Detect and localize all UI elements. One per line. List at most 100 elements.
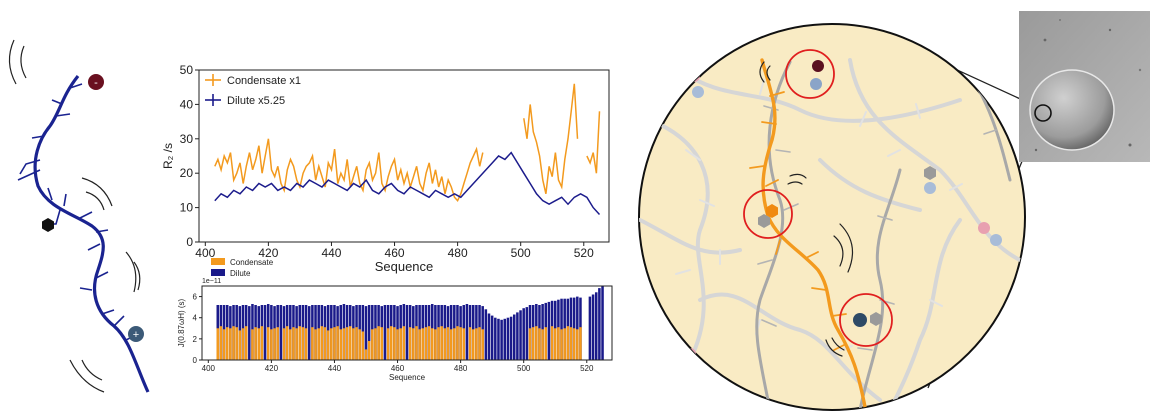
y-axis-label: R₂ /s [161,143,175,169]
condensate-bar [232,326,235,360]
y-tick-label: 0 [186,235,193,249]
x-tick-label: 440 [328,364,342,373]
condensate-bar [311,327,314,360]
condensate-bar [301,327,305,360]
condensate-bar [273,328,276,360]
dilute-bar [364,306,368,360]
condensate-arcs [759,61,854,357]
condensate-bar [443,328,447,360]
dilute-bar [248,306,251,360]
hexagon-marker [42,218,54,232]
micrograph-inset [1019,11,1150,162]
protein-chain-illustration: - + [8,39,150,393]
condensate-bar [254,327,257,360]
condensate-bar [402,326,406,360]
condensate-bar [430,328,434,360]
spectral-density-bar-chart: Condensate Dilute 400 420 440 460 480 500 520 0 2 4… [177,258,613,382]
chain-backbone [33,75,150,393]
dilute-bar [383,305,387,360]
x-tick-label: 440 [321,246,341,260]
condensate-bar [358,329,361,360]
x-tick-label: 460 [385,246,405,260]
x-tick-label: 500 [517,364,531,373]
condensate-bar [449,329,453,360]
dilute-bar [405,305,409,360]
dilute-bar [576,296,579,360]
dilute-bar [506,317,510,360]
condensate-bar [257,328,261,360]
condensate-bar [235,327,238,360]
condensate-bar [285,326,289,360]
condensate-bar [304,328,308,360]
condensate-bar [336,326,339,360]
orange-branches [749,91,847,351]
condensate-bar [468,327,472,360]
y-tick-label: 2 [193,335,198,344]
y-tick-label: 30 [180,132,194,146]
condensate-bar [342,328,346,360]
dilute-bar [307,306,311,360]
zoom-marker-circle [1034,104,1052,122]
condensate-bar [563,328,566,360]
y-tick-label: 40 [180,97,194,111]
y-tick-label: 0 [193,356,198,365]
y-tick-label: 20 [180,166,194,180]
condensate-bar [415,326,418,360]
condensate-bar [348,326,352,360]
condensate-bar [295,328,298,360]
condensate-bar [544,327,548,360]
dilute-bar [512,314,516,360]
negative-charge-marker [88,74,104,90]
condensate-bar [333,327,336,360]
condensate-bar [229,328,232,360]
dilute-bar [487,313,491,360]
condensate-bar [576,329,579,360]
condensate-bar [475,328,478,360]
condensate-bar [446,327,450,360]
condensate-bar [393,327,396,360]
series-line [586,111,601,174]
dilute-bar [588,296,592,360]
y-tick-label: 50 [180,63,194,77]
condensate-bar [531,327,535,360]
dilute-bar [465,304,469,360]
condensate-bar [462,328,466,360]
dilute-bar [497,318,500,360]
condensate-bar [538,328,541,360]
condensate-bar [320,326,324,360]
series-line [214,151,601,216]
condensate-bar [314,329,317,360]
legend-label: Dilute x5.25 [227,95,285,107]
x-axis-label: Sequence [375,259,434,274]
condensate-bar [427,326,431,360]
condensate-bar [298,326,302,360]
highlighted-orange-chain [760,58,868,410]
dilute-bar [494,317,497,360]
series-line [523,83,579,194]
positive-charge-sign: + [133,329,139,341]
y-axis-label: J(0.87ωH) (s) [177,298,186,347]
x-tick-label: 520 [580,364,594,373]
dilute-bar [519,310,522,360]
condensate-bar [330,328,333,360]
dilute-bar [522,308,525,360]
condensate-bar [270,329,273,360]
dilute-bar [516,312,519,360]
condensate-bar [579,327,582,360]
dilute-bar [525,307,529,360]
legend-label: Condensate x1 [227,75,301,87]
condensate-bar [412,328,415,360]
dilute-bar [509,316,513,360]
condensate-bar [292,327,295,360]
condensate-bar [241,328,245,360]
dilute-bar [500,319,503,360]
positive-charge-marker [128,326,144,342]
condensate-bar [459,327,462,360]
condensate-bar [557,327,560,360]
condensate-bar [317,328,320,360]
condensate-bar [481,329,484,360]
condensate-bar [219,326,223,360]
condensate-bar [566,326,570,360]
dilute-bar [503,318,507,360]
